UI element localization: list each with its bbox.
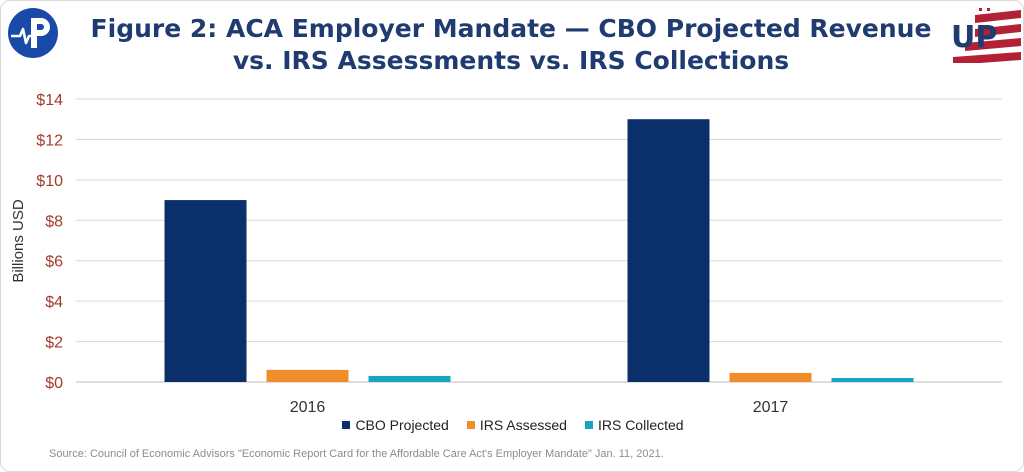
bar-chart: $0 $2 $4 $6 $8 $10 $12 $14 2016 2017 Billions USD [10,92,1002,413]
legend-label: IRS Collected [597,417,684,433]
y-tick-label: $12 [36,132,63,149]
up-logo-text: UP [951,20,997,55]
legend-item: IRS Assessed [466,417,567,433]
bar-irs-assessed-2016 [266,369,349,382]
up-flag-logo-icon: UP [951,8,1021,63]
bar-irs-collected-2017 [831,377,914,382]
pulse-logo-icon [8,8,58,58]
bar-irs-assessed-2017 [729,372,812,382]
chart-title: Figure 2: ACA Employer Mandate — CBO Pro… [81,13,941,77]
y-axis-title: Billions USD [10,199,27,283]
chart-legend: CBO Projected IRS Assessed IRS Collected [1,417,1023,433]
bar-cbo-projected-2017 [627,119,710,382]
legend-swatch [584,421,593,429]
y-tick-label: $6 [45,254,63,271]
x-tick-label: 2016 [290,399,326,413]
chart-title-line-2: vs. IRS Assessments vs. IRS Collections [232,46,790,75]
legend-swatch [466,421,475,429]
source-note: Source: Council of Economic Advisors "Ec… [49,448,664,460]
y-tick-label: $8 [45,213,63,230]
y-tick-label: $4 [45,294,63,311]
bar-cbo-projected-2016 [164,200,247,382]
legend-label: IRS Assessed [479,417,567,433]
bar-irs-collected-2016 [368,375,451,382]
x-tick-label: 2017 [753,399,789,413]
legend-item: IRS Collected [584,417,684,433]
y-tick-label: $10 [36,173,63,190]
y-tick-label: $14 [36,92,63,109]
legend-item: CBO Projected [342,417,449,433]
y-tick-label: $0 [45,375,63,392]
legend-label: CBO Projected [355,417,449,433]
legend-swatch [342,421,351,429]
y-tick-label: $2 [45,335,63,352]
chart-title-line-1: Figure 2: ACA Employer Mandate — CBO Pro… [90,14,932,43]
